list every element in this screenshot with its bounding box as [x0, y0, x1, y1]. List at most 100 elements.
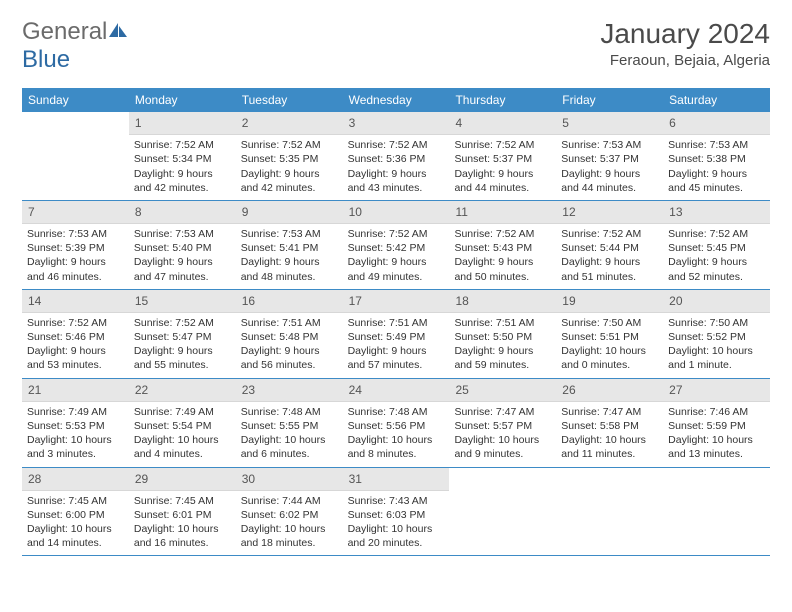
day-line: and 4 minutes. [134, 447, 231, 461]
day-body: Sunrise: 7:50 AMSunset: 5:52 PMDaylight:… [663, 313, 770, 378]
day-body: Sunrise: 7:52 AMSunset: 5:47 PMDaylight:… [129, 313, 236, 378]
day-line: Sunrise: 7:45 AM [134, 494, 231, 508]
day-line: Sunrise: 7:52 AM [668, 227, 765, 241]
day-body: Sunrise: 7:51 AMSunset: 5:49 PMDaylight:… [343, 313, 450, 378]
day-body: Sunrise: 7:43 AMSunset: 6:03 PMDaylight:… [343, 491, 450, 556]
day-line: Sunset: 5:57 PM [454, 419, 551, 433]
day-line: Sunrise: 7:48 AM [348, 405, 445, 419]
day-number: 13 [663, 201, 770, 224]
logo: General Blue [22, 18, 129, 74]
day-cell: 11Sunrise: 7:52 AMSunset: 5:43 PMDayligh… [449, 201, 556, 289]
day-header: Thursday [449, 88, 556, 112]
day-line: Sunset: 5:54 PM [134, 419, 231, 433]
day-line: Sunrise: 7:52 AM [134, 316, 231, 330]
day-cell: 15Sunrise: 7:52 AMSunset: 5:47 PMDayligh… [129, 290, 236, 378]
day-body: Sunrise: 7:45 AMSunset: 6:01 PMDaylight:… [129, 491, 236, 556]
day-number: 19 [556, 290, 663, 313]
day-line: and 48 minutes. [241, 270, 338, 284]
day-cell: 3Sunrise: 7:52 AMSunset: 5:36 PMDaylight… [343, 112, 450, 200]
day-cell: 24Sunrise: 7:48 AMSunset: 5:56 PMDayligh… [343, 379, 450, 467]
day-line: Sunrise: 7:53 AM [668, 138, 765, 152]
day-number: 29 [129, 468, 236, 491]
day-cell: 13Sunrise: 7:52 AMSunset: 5:45 PMDayligh… [663, 201, 770, 289]
day-line: and 45 minutes. [668, 181, 765, 195]
day-number: 23 [236, 379, 343, 402]
day-number: 28 [22, 468, 129, 491]
day-line: Sunset: 5:46 PM [27, 330, 124, 344]
week-row: 7Sunrise: 7:53 AMSunset: 5:39 PMDaylight… [22, 201, 770, 290]
day-line: and 53 minutes. [27, 358, 124, 372]
day-line: Sunset: 5:55 PM [241, 419, 338, 433]
day-number: 8 [129, 201, 236, 224]
day-line: Daylight: 10 hours [27, 433, 124, 447]
day-body: Sunrise: 7:53 AMSunset: 5:37 PMDaylight:… [556, 135, 663, 200]
day-number: 7 [22, 201, 129, 224]
logo-text-1: General [22, 18, 107, 45]
day-line: and 52 minutes. [668, 270, 765, 284]
day-cell: 20Sunrise: 7:50 AMSunset: 5:52 PMDayligh… [663, 290, 770, 378]
day-line: Sunset: 5:41 PM [241, 241, 338, 255]
day-cell: 9Sunrise: 7:53 AMSunset: 5:41 PMDaylight… [236, 201, 343, 289]
day-body: Sunrise: 7:48 AMSunset: 5:55 PMDaylight:… [236, 402, 343, 467]
day-body: Sunrise: 7:52 AMSunset: 5:37 PMDaylight:… [449, 135, 556, 200]
day-body: Sunrise: 7:52 AMSunset: 5:45 PMDaylight:… [663, 224, 770, 289]
day-line: Daylight: 10 hours [348, 522, 445, 536]
day-cell: 4Sunrise: 7:52 AMSunset: 5:37 PMDaylight… [449, 112, 556, 200]
day-line: and 8 minutes. [348, 447, 445, 461]
day-line: and 13 minutes. [668, 447, 765, 461]
day-line: Daylight: 10 hours [27, 522, 124, 536]
day-cell: 28Sunrise: 7:45 AMSunset: 6:00 PMDayligh… [22, 468, 129, 556]
day-line: Daylight: 10 hours [561, 433, 658, 447]
day-body: Sunrise: 7:48 AMSunset: 5:56 PMDaylight:… [343, 402, 450, 467]
day-line: Sunset: 5:44 PM [561, 241, 658, 255]
day-header: Tuesday [236, 88, 343, 112]
day-number: 6 [663, 112, 770, 135]
logo-text: General Blue [22, 18, 129, 74]
day-body: Sunrise: 7:52 AMSunset: 5:36 PMDaylight:… [343, 135, 450, 200]
day-number: 22 [129, 379, 236, 402]
day-cell: 7Sunrise: 7:53 AMSunset: 5:39 PMDaylight… [22, 201, 129, 289]
day-body: Sunrise: 7:52 AMSunset: 5:44 PMDaylight:… [556, 224, 663, 289]
day-cell: 27Sunrise: 7:46 AMSunset: 5:59 PMDayligh… [663, 379, 770, 467]
day-line: and 9 minutes. [454, 447, 551, 461]
header: General Blue January 2024 Feraoun, Bejai… [22, 18, 770, 74]
day-line: and 42 minutes. [134, 181, 231, 195]
day-body: Sunrise: 7:53 AMSunset: 5:40 PMDaylight:… [129, 224, 236, 289]
day-line: and 50 minutes. [454, 270, 551, 284]
day-line: Daylight: 9 hours [241, 167, 338, 181]
day-number: 25 [449, 379, 556, 402]
day-line: Daylight: 9 hours [348, 167, 445, 181]
day-line: and 20 minutes. [348, 536, 445, 550]
day-body: Sunrise: 7:52 AMSunset: 5:42 PMDaylight:… [343, 224, 450, 289]
day-line: Daylight: 9 hours [348, 344, 445, 358]
day-line: Daylight: 10 hours [348, 433, 445, 447]
week-row: 1Sunrise: 7:52 AMSunset: 5:34 PMDaylight… [22, 112, 770, 201]
day-cell: 6Sunrise: 7:53 AMSunset: 5:38 PMDaylight… [663, 112, 770, 200]
day-cell: 31Sunrise: 7:43 AMSunset: 6:03 PMDayligh… [343, 468, 450, 556]
day-body: Sunrise: 7:45 AMSunset: 6:00 PMDaylight:… [22, 491, 129, 556]
day-line: Sunset: 5:42 PM [348, 241, 445, 255]
day-line: Sunrise: 7:45 AM [27, 494, 124, 508]
day-line: Sunset: 5:37 PM [454, 152, 551, 166]
day-body: Sunrise: 7:47 AMSunset: 5:58 PMDaylight:… [556, 402, 663, 467]
day-number: 15 [129, 290, 236, 313]
day-line: Sunrise: 7:52 AM [348, 138, 445, 152]
day-line: Sunset: 5:48 PM [241, 330, 338, 344]
day-line: Sunset: 5:35 PM [241, 152, 338, 166]
day-line: Sunrise: 7:51 AM [241, 316, 338, 330]
day-line: Sunset: 5:50 PM [454, 330, 551, 344]
day-cell: 25Sunrise: 7:47 AMSunset: 5:57 PMDayligh… [449, 379, 556, 467]
day-line: Sunset: 5:34 PM [134, 152, 231, 166]
day-number: 14 [22, 290, 129, 313]
day-line: Daylight: 9 hours [27, 255, 124, 269]
day-body: Sunrise: 7:52 AMSunset: 5:46 PMDaylight:… [22, 313, 129, 378]
calendar: SundayMondayTuesdayWednesdayThursdayFrid… [22, 88, 770, 556]
day-number: 24 [343, 379, 450, 402]
day-line: and 59 minutes. [454, 358, 551, 372]
day-line: Sunrise: 7:51 AM [348, 316, 445, 330]
day-number: 5 [556, 112, 663, 135]
day-header: Sunday [22, 88, 129, 112]
day-line: Sunrise: 7:48 AM [241, 405, 338, 419]
day-line: and 51 minutes. [561, 270, 658, 284]
day-cell: 5Sunrise: 7:53 AMSunset: 5:37 PMDaylight… [556, 112, 663, 200]
